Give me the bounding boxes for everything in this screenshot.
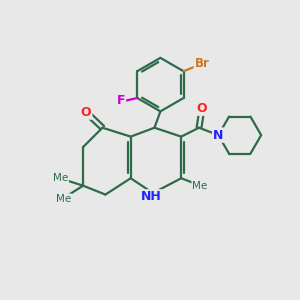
Text: O: O — [197, 102, 207, 115]
Text: NH: NH — [141, 190, 162, 203]
Text: Br: Br — [195, 57, 209, 70]
Text: F: F — [117, 94, 125, 107]
Text: Me: Me — [53, 173, 68, 183]
Text: O: O — [81, 106, 92, 119]
Text: Me: Me — [56, 194, 71, 204]
Text: Me: Me — [192, 181, 207, 191]
Text: N: N — [213, 129, 224, 142]
Text: N: N — [213, 129, 224, 142]
